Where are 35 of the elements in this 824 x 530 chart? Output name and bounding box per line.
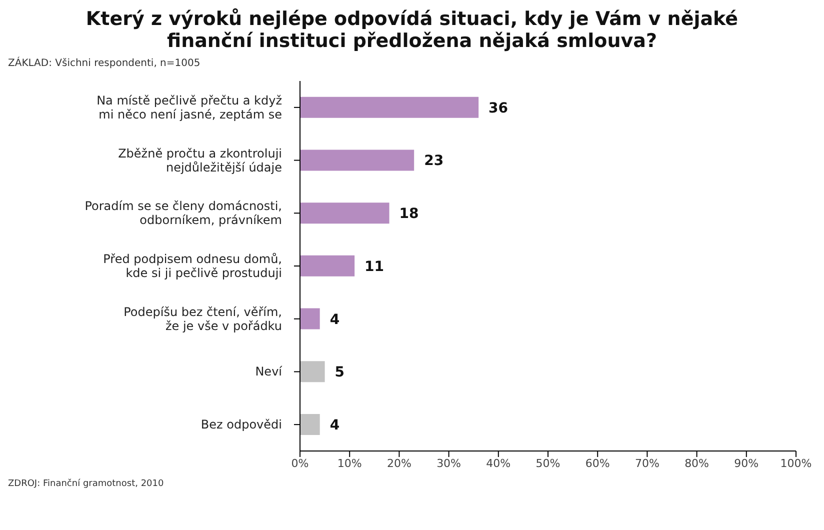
text: ZÁKLAD: Všichni respondenti, n=1005 <box>8 58 202 69</box>
x-tick-label: 70% <box>634 456 660 470</box>
y-tick-label: Zběžně pročtu a zkontroluji nejdůležitější údaje <box>118 146 282 174</box>
bar <box>300 202 390 224</box>
x-tick-label: 50% <box>536 456 560 470</box>
y-tick-label: Před podpisem odnesu domů, kde si ji pečlivě prostuduji <box>103 252 282 280</box>
data-label: 4 <box>330 312 340 328</box>
x-tick-label: 20% <box>386 456 412 470</box>
data-label: 5 <box>334 364 345 381</box>
y-tick-label: Poradím se se členy domácnosti, odborníkem, právníkem <box>84 199 282 228</box>
data-label: 36 <box>488 100 508 116</box>
y-tick-label: Bez odpovědi <box>200 418 282 432</box>
chart-title: Který z výroků nejlépe odpovídá situaci, kdy je Vám v nějaké finanční instituci předložena nějaká smlouva? <box>84 8 740 52</box>
data-label: 23 <box>424 153 444 170</box>
x-tick-label: 10% <box>337 456 362 470</box>
bar <box>300 414 320 435</box>
bar <box>300 361 325 382</box>
data-label: 11 <box>364 258 384 275</box>
data-label: 4 <box>330 417 340 434</box>
x-tick-label: 80% <box>684 456 710 470</box>
y-tick-label: Neví <box>255 364 283 379</box>
bar <box>300 308 320 330</box>
x-tick-label: 0% <box>291 456 309 470</box>
data-label: 18 <box>399 206 419 222</box>
text: ZDROJ: Finanční gramotnost, 2010 <box>8 479 165 489</box>
y-tick-label: Podepíšu bez čtení, věřím, že je vše v pořádku <box>124 304 282 333</box>
y-tick-label: Na místě pečlivě přečtu a když mi něco není jasné, zeptám se <box>96 93 282 122</box>
x-tick-label: 100% <box>780 456 812 470</box>
bar <box>300 96 479 118</box>
x-tick-label: 60% <box>585 456 610 470</box>
x-tick-label: 40% <box>486 456 511 470</box>
x-tick-label: 30% <box>436 456 462 470</box>
bar <box>300 255 355 276</box>
x-tick-label: 90% <box>734 456 759 470</box>
bar <box>300 150 414 171</box>
